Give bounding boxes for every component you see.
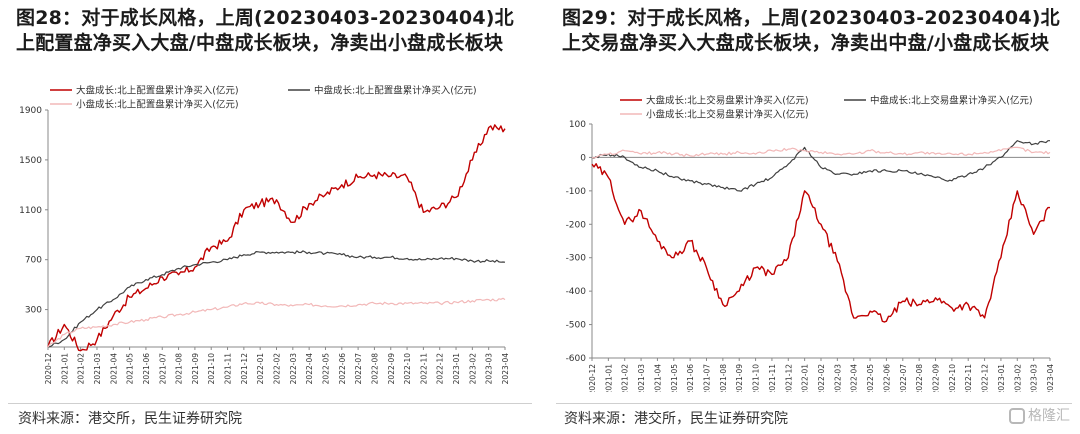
x-tick-label: 2021-05 bbox=[670, 364, 679, 392]
legend-label-small: 小盘成长:北上交易盘累计净买入(亿元) bbox=[646, 109, 809, 121]
x-tick-label: 2021-02 bbox=[77, 353, 86, 385]
series-line-small bbox=[591, 146, 1051, 159]
watermark-text: 格隆汇 bbox=[1028, 408, 1070, 424]
x-tick-label: 2021-01 bbox=[60, 353, 69, 385]
x-tick-label: 2021-05 bbox=[126, 353, 135, 385]
x-tick-label: 2022-07 bbox=[899, 364, 908, 392]
x-tick-label: 2021-10 bbox=[752, 364, 761, 392]
x-tick-label: 2021-03 bbox=[637, 364, 646, 392]
x-tick-label: 2022-09 bbox=[387, 353, 396, 385]
x-tick-label: 2022-03 bbox=[289, 353, 298, 385]
x-tick-label: 2022-11 bbox=[419, 353, 428, 385]
y-tick-label: -600 bbox=[566, 354, 587, 364]
x-tick-label: 2022-10 bbox=[403, 353, 412, 385]
source-note: 资料来源：港交所，民生证券研究院 bbox=[564, 411, 788, 427]
y-tick-label: 1900 bbox=[19, 106, 42, 116]
series-line-large bbox=[591, 163, 1050, 323]
y-tick-label: -200 bbox=[566, 220, 587, 230]
x-tick-label: 2022-06 bbox=[882, 364, 891, 392]
legend-label-large: 大盘成长:北上配置盘累计净买入(亿元) bbox=[76, 85, 239, 97]
x-tick-label: 2023-02 bbox=[468, 353, 477, 385]
x-tick-label: 2022-01 bbox=[256, 353, 265, 385]
legend-label-small: 小盘成长:北上配置盘累计净买入(亿元) bbox=[76, 99, 239, 111]
y-tick-label: -400 bbox=[566, 287, 587, 297]
x-tick-label: 2023-04 bbox=[1046, 364, 1055, 392]
x-tick-label: 2021-08 bbox=[175, 353, 184, 385]
y-tick-label: 1500 bbox=[19, 156, 42, 166]
x-tick-label: 2023-02 bbox=[1013, 364, 1022, 392]
x-tick-label: 2023-03 bbox=[485, 353, 494, 385]
x-tick-label: 2021-06 bbox=[142, 353, 151, 385]
watermark: 格隆汇 bbox=[1009, 405, 1070, 425]
x-tick-label: 2022-02 bbox=[273, 353, 282, 385]
watermark-logo-icon bbox=[1009, 408, 1025, 424]
x-tick-label: 2022-04 bbox=[305, 353, 314, 385]
x-tick-label: 2021-11 bbox=[224, 353, 233, 385]
x-tick-label: 2021-09 bbox=[191, 353, 200, 385]
x-tick-label: 2022-08 bbox=[370, 353, 379, 385]
legend-label-large: 大盘成长:北上交易盘累计净买入(亿元) bbox=[646, 95, 809, 107]
x-tick-label: 2021-07 bbox=[703, 364, 712, 392]
series-line-small bbox=[47, 297, 506, 348]
x-tick-label: 2021-01 bbox=[604, 364, 613, 392]
y-tick-label: 0 bbox=[580, 153, 586, 163]
x-tick-label: 2022-06 bbox=[338, 353, 347, 385]
series-line-mid bbox=[47, 250, 506, 348]
x-tick-label: 2021-04 bbox=[653, 364, 662, 392]
legend-label-mid: 中盘成长:北上交易盘累计净买入(亿元) bbox=[870, 95, 1033, 107]
x-tick-label: 2022-01 bbox=[801, 364, 810, 392]
x-tick-label: 2022-09 bbox=[932, 364, 941, 392]
x-tick-label: 2021-06 bbox=[686, 364, 695, 392]
x-tick-label: 2021-08 bbox=[719, 364, 728, 392]
x-tick-label: 2022-03 bbox=[833, 364, 842, 392]
series-line-mid bbox=[591, 140, 1050, 192]
x-tick-label: 2022-04 bbox=[850, 364, 859, 392]
y-tick-label: 100 bbox=[569, 120, 586, 130]
x-tick-label: 2023-01 bbox=[452, 353, 461, 385]
y-tick-label: -500 bbox=[566, 321, 587, 331]
x-tick-label: 2021-07 bbox=[158, 353, 167, 385]
x-tick-label: 2022-11 bbox=[964, 364, 973, 392]
divider bbox=[556, 403, 1072, 404]
x-tick-label: 2021-09 bbox=[735, 364, 744, 392]
y-tick-label: 700 bbox=[25, 256, 42, 266]
right-line-chart: -600 -500 -400 -300 -200 -100 0 100 2020-12 2021-… bbox=[566, 95, 1055, 393]
right-chart-panel: 图29：对于成长风格，上周(20230403-20230404)北上交易盘净买入… bbox=[548, 0, 1080, 434]
divider bbox=[8, 403, 532, 404]
x-tick-label: 2021-02 bbox=[621, 364, 630, 392]
x-tick-label: 2020-12 bbox=[588, 364, 597, 392]
left-chart-panel: 图28：对于成长风格，上周(20230403-20230404)北上配置盘净买入… bbox=[8, 7, 532, 427]
x-tick-label: 2022-12 bbox=[436, 353, 445, 385]
x-tick-label: 2022-12 bbox=[981, 364, 990, 392]
x-tick-label: 2022-02 bbox=[817, 364, 826, 392]
chart-title: 图29：对于成长风格，上周(20230403-20230404)北上交易盘净买入… bbox=[562, 7, 1060, 54]
x-tick-label: 2021-04 bbox=[109, 353, 118, 385]
x-tick-label: 2021-12 bbox=[240, 353, 249, 385]
source-note: 资料来源：港交所，民生证券研究院 bbox=[18, 411, 242, 427]
chart-title: 图28：对于成长风格，上周(20230403-20230404)北上配置盘净买入… bbox=[16, 7, 514, 54]
x-tick-label: 2021-03 bbox=[93, 353, 102, 385]
x-tick-label: 2022-10 bbox=[948, 364, 957, 392]
left-line-chart: 300 700 1100 1500 1900 2020-12 2021-01 2021-02 2… bbox=[19, 85, 510, 385]
x-tick-label: 2021-12 bbox=[784, 364, 793, 392]
x-tick-label: 2022-05 bbox=[321, 353, 330, 385]
legend-label-mid: 中盘成长:北上配置盘累计净买入(亿元) bbox=[314, 85, 477, 97]
x-tick-label: 2020-12 bbox=[44, 353, 53, 385]
x-tick-label: 2023-03 bbox=[1030, 364, 1039, 392]
y-tick-label: -100 bbox=[566, 187, 587, 197]
y-tick-label: -300 bbox=[566, 254, 587, 264]
x-tick-label: 2021-11 bbox=[768, 364, 777, 392]
x-tick-label: 2022-05 bbox=[866, 364, 875, 392]
series-line-large bbox=[47, 124, 506, 352]
y-tick-label: 300 bbox=[25, 306, 42, 316]
y-tick-label: 1100 bbox=[19, 206, 42, 216]
x-tick-label: 2022-07 bbox=[354, 353, 363, 385]
x-tick-label: 2023-04 bbox=[501, 353, 510, 385]
x-tick-label: 2021-10 bbox=[207, 353, 216, 385]
x-tick-label: 2022-08 bbox=[915, 364, 924, 392]
x-tick-label: 2023-01 bbox=[997, 364, 1006, 392]
